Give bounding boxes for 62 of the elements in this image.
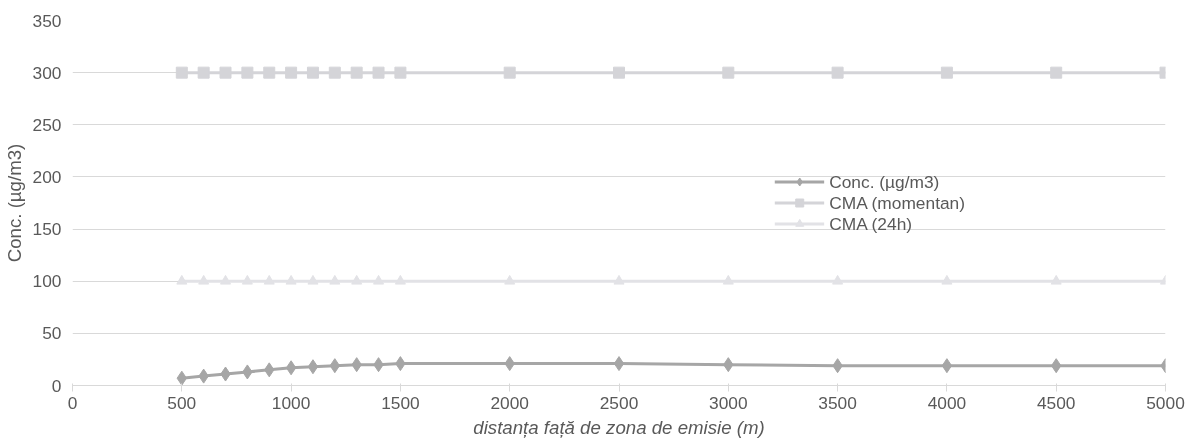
y-tick-label: 150 xyxy=(32,219,62,240)
x-tick-label: 5000 xyxy=(1146,392,1185,413)
x-tick-label: 0 xyxy=(67,392,78,413)
point xyxy=(372,66,385,79)
x-tick-label: 1000 xyxy=(271,392,311,413)
y-axis-title: Conc. (µg/m3) xyxy=(3,143,25,263)
x-tick-label: 500 xyxy=(167,392,197,413)
y-tick-label: 50 xyxy=(42,323,62,344)
point xyxy=(613,274,625,285)
point xyxy=(197,66,210,79)
point xyxy=(263,66,276,79)
y-tick-label: 100 xyxy=(32,271,62,292)
point xyxy=(241,66,254,79)
point xyxy=(503,66,516,79)
point xyxy=(722,66,735,79)
point xyxy=(307,274,319,285)
point xyxy=(285,360,297,376)
point xyxy=(613,66,625,79)
y-tick-label: 300 xyxy=(32,62,62,83)
point xyxy=(1050,274,1062,285)
x-tick-label: 1500 xyxy=(381,392,420,413)
point xyxy=(220,274,232,285)
x-tick-label: 3000 xyxy=(709,392,748,413)
point xyxy=(613,356,625,372)
point xyxy=(285,274,297,285)
point xyxy=(241,274,253,285)
point xyxy=(329,274,341,285)
point xyxy=(394,66,407,79)
point xyxy=(832,274,844,285)
point xyxy=(351,274,363,285)
point xyxy=(219,66,232,79)
point xyxy=(722,274,734,285)
point xyxy=(941,358,953,374)
point xyxy=(175,66,188,79)
point xyxy=(394,274,406,285)
point xyxy=(350,66,363,79)
legend-label: CMA (momentan) xyxy=(829,192,965,213)
x-axis-title: distanța față de zona de emisie (m) xyxy=(473,416,765,438)
point xyxy=(306,66,319,79)
point xyxy=(941,274,953,285)
point xyxy=(504,274,516,285)
x-tick-label: 3500 xyxy=(818,392,857,413)
y-tick-label: 200 xyxy=(32,166,62,187)
y-tick-label: 0 xyxy=(51,375,62,396)
point xyxy=(373,274,385,285)
point xyxy=(176,274,188,285)
point xyxy=(831,66,844,79)
legend-label: Conc. (µg/m3) xyxy=(829,171,940,192)
x-tick-label: 4500 xyxy=(1036,392,1076,413)
x-tick-label: 4000 xyxy=(927,392,967,413)
legend-label: CMA (24h) xyxy=(829,213,913,234)
point xyxy=(1050,66,1063,79)
point xyxy=(198,274,210,285)
point xyxy=(285,66,298,79)
x-tick-label: 2500 xyxy=(599,392,639,413)
point xyxy=(940,66,953,79)
x-tick-label: 2000 xyxy=(490,392,529,413)
y-tick-label: 250 xyxy=(32,114,62,135)
point xyxy=(328,66,341,79)
point xyxy=(307,359,319,375)
point xyxy=(263,274,275,285)
y-tick-label: 350 xyxy=(32,10,62,31)
